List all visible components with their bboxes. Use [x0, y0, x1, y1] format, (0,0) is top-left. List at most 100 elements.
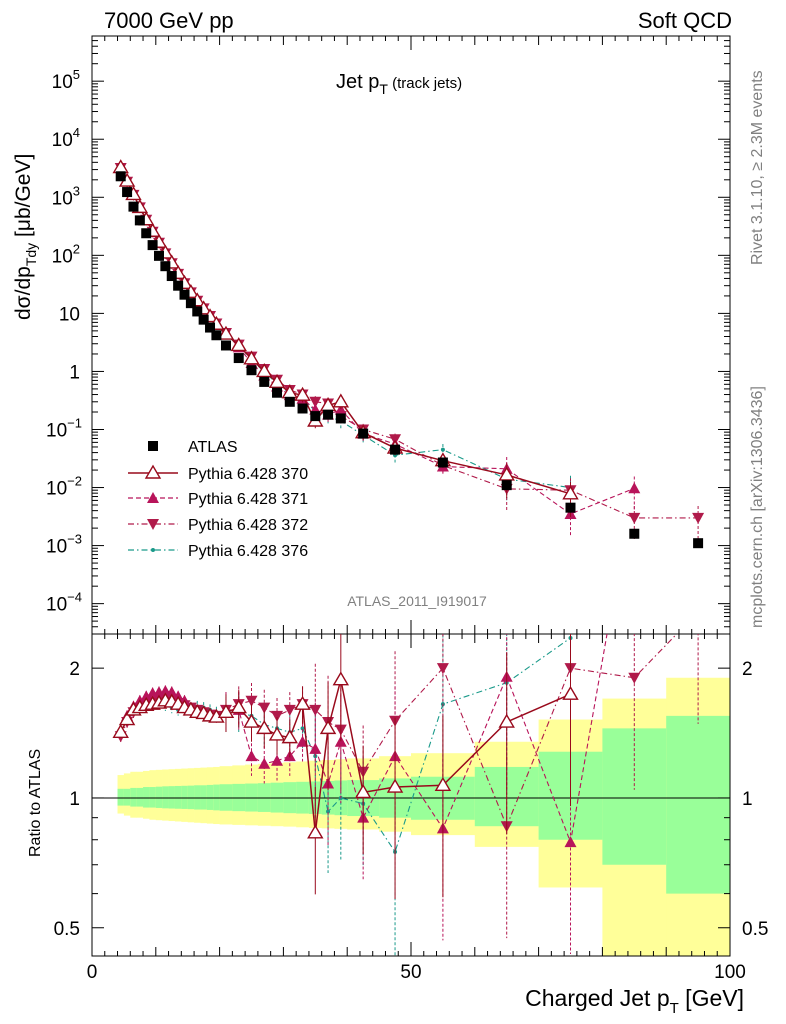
y-tick-label: 10	[59, 304, 80, 325]
data-point-p370	[268, 373, 286, 388]
header-right: Soft QCD	[638, 8, 732, 33]
data-point-atlas	[220, 340, 231, 351]
legend-label: Pythia 6.428 371	[188, 491, 308, 508]
data-point-atlas	[198, 314, 209, 325]
stat-uncertainty-band	[187, 785, 195, 810]
ratio-axes: 0 50 100 0.5 0.5 1 1 2 2	[54, 633, 768, 983]
ratio-point-p370	[217, 703, 235, 718]
x-axis-label: Charged Jet pT [GeV]	[525, 985, 744, 1017]
ratio-series-clipped	[112, 607, 704, 956]
data-point-atlas	[134, 215, 145, 226]
stat-uncertainty-band	[181, 785, 188, 809]
data-point-p370	[112, 159, 129, 174]
ratio-point-p371	[258, 757, 271, 769]
ratio-point-p371	[245, 750, 258, 762]
ratio-point-p371	[140, 690, 153, 702]
y-tick-label: 103	[52, 183, 80, 209]
data-point-p370	[294, 386, 311, 401]
legend-label: Pythia 6.428 372	[188, 517, 308, 534]
data-point-p371	[628, 482, 641, 494]
stat-uncertainty-band	[162, 786, 169, 809]
legend-marker	[148, 441, 158, 451]
y-axis-label: dσ/dpTdy [μb/GeV]	[12, 154, 39, 320]
data-point-atlas	[233, 353, 244, 364]
ratio-point-p370	[332, 671, 350, 686]
data-point-atlas	[173, 280, 184, 291]
ratio-point-p370	[354, 784, 372, 799]
data-point-atlas	[284, 396, 295, 407]
data-point-p376	[440, 447, 445, 452]
data-point-p372	[692, 512, 705, 524]
ratio-y-tick-label-right: 0.5	[742, 919, 768, 940]
ratio-series	[112, 607, 704, 956]
ratio-y-tick-label-right: 2	[742, 659, 753, 680]
data-point-atlas	[335, 413, 346, 424]
stat-uncertainty-band	[666, 715, 731, 894]
series-p376	[118, 165, 573, 511]
data-point-atlas	[211, 330, 222, 341]
legend-label: Pythia 6.428 370	[188, 466, 308, 483]
stat-uncertainty-band	[117, 788, 125, 806]
data-point-p372	[628, 512, 641, 524]
data-point-atlas	[437, 457, 448, 468]
data-point-atlas	[501, 480, 512, 491]
data-point-atlas	[358, 428, 369, 439]
data-point-atlas	[565, 502, 576, 513]
x-tick-label: 100	[714, 962, 746, 983]
data-point-atlas	[160, 261, 171, 272]
data-point-atlas	[192, 306, 203, 317]
stat-uncertainty-band	[174, 785, 182, 809]
ratio-point-p372	[258, 702, 271, 714]
y-tick-label: 10−2	[46, 474, 82, 500]
ratio-point-p370	[498, 713, 515, 728]
legend: ATLAS Pythia 6.428 370 Pythia 6.428 371 Pyt…	[128, 439, 308, 560]
ratio-y-tick-label-left: 2	[69, 659, 80, 680]
ratio-line-p372	[120, 634, 678, 828]
ratio-point-p370	[118, 711, 136, 726]
data-point-atlas	[259, 376, 270, 387]
stat-uncertainty-band	[149, 787, 157, 808]
data-point-atlas	[297, 403, 308, 414]
ratio-point-p370	[307, 824, 324, 839]
data-point-atlas	[205, 322, 216, 333]
data-point-p370	[256, 363, 273, 378]
ratio-point-p371	[271, 754, 284, 766]
ratio-y-tick-label-left: 0.5	[54, 919, 80, 940]
y-tick-label: 10−3	[46, 532, 82, 558]
ratio-series-p370	[112, 634, 579, 899]
x-tick-label: 50	[400, 962, 421, 983]
data-point-p372	[309, 396, 322, 408]
y-tick-label: 104	[52, 125, 80, 151]
data-point-atlas	[629, 528, 640, 539]
header-left: 7000 GeV pp	[104, 8, 234, 33]
data-point-p370	[217, 325, 235, 340]
series-atlas	[115, 171, 704, 549]
rivet-label: Rivet 3.1.10, ≥ 2.3M events	[749, 70, 766, 265]
stat-uncertainty-band	[155, 786, 163, 808]
data-point-p370	[230, 337, 247, 352]
legend-entry-p371: Pythia 6.428 371	[128, 491, 308, 508]
stat-uncertainty-band	[123, 788, 131, 806]
series-p370	[112, 159, 579, 517]
series-line-p371	[120, 167, 635, 515]
ratio-point-p371	[165, 686, 178, 698]
y-tick-label: 102	[52, 241, 80, 267]
legend-marker	[147, 519, 159, 530]
data-point-atlas	[115, 171, 126, 182]
data-point-atlas	[147, 240, 158, 251]
data-point-p370	[498, 466, 515, 481]
stat-uncertainty-band	[200, 785, 208, 810]
ratio-point-p372	[245, 695, 258, 707]
legend-label: ATLAS	[188, 439, 238, 456]
data-point-atlas	[179, 289, 190, 300]
ratio-point-p372	[692, 607, 704, 618]
ratio-point-p370	[319, 719, 337, 735]
stat-uncertainty-band	[168, 786, 176, 809]
legend-label: Pythia 6.428 376	[188, 543, 308, 560]
series-p372	[114, 162, 705, 541]
ratio-point-p370	[243, 713, 260, 728]
stat-uncertainty-band	[194, 785, 201, 810]
ratio-point-p370	[230, 699, 247, 714]
main-axes: 10−4 10−3 10−2 10−1 1 10 102 103 104 105	[46, 35, 731, 635]
